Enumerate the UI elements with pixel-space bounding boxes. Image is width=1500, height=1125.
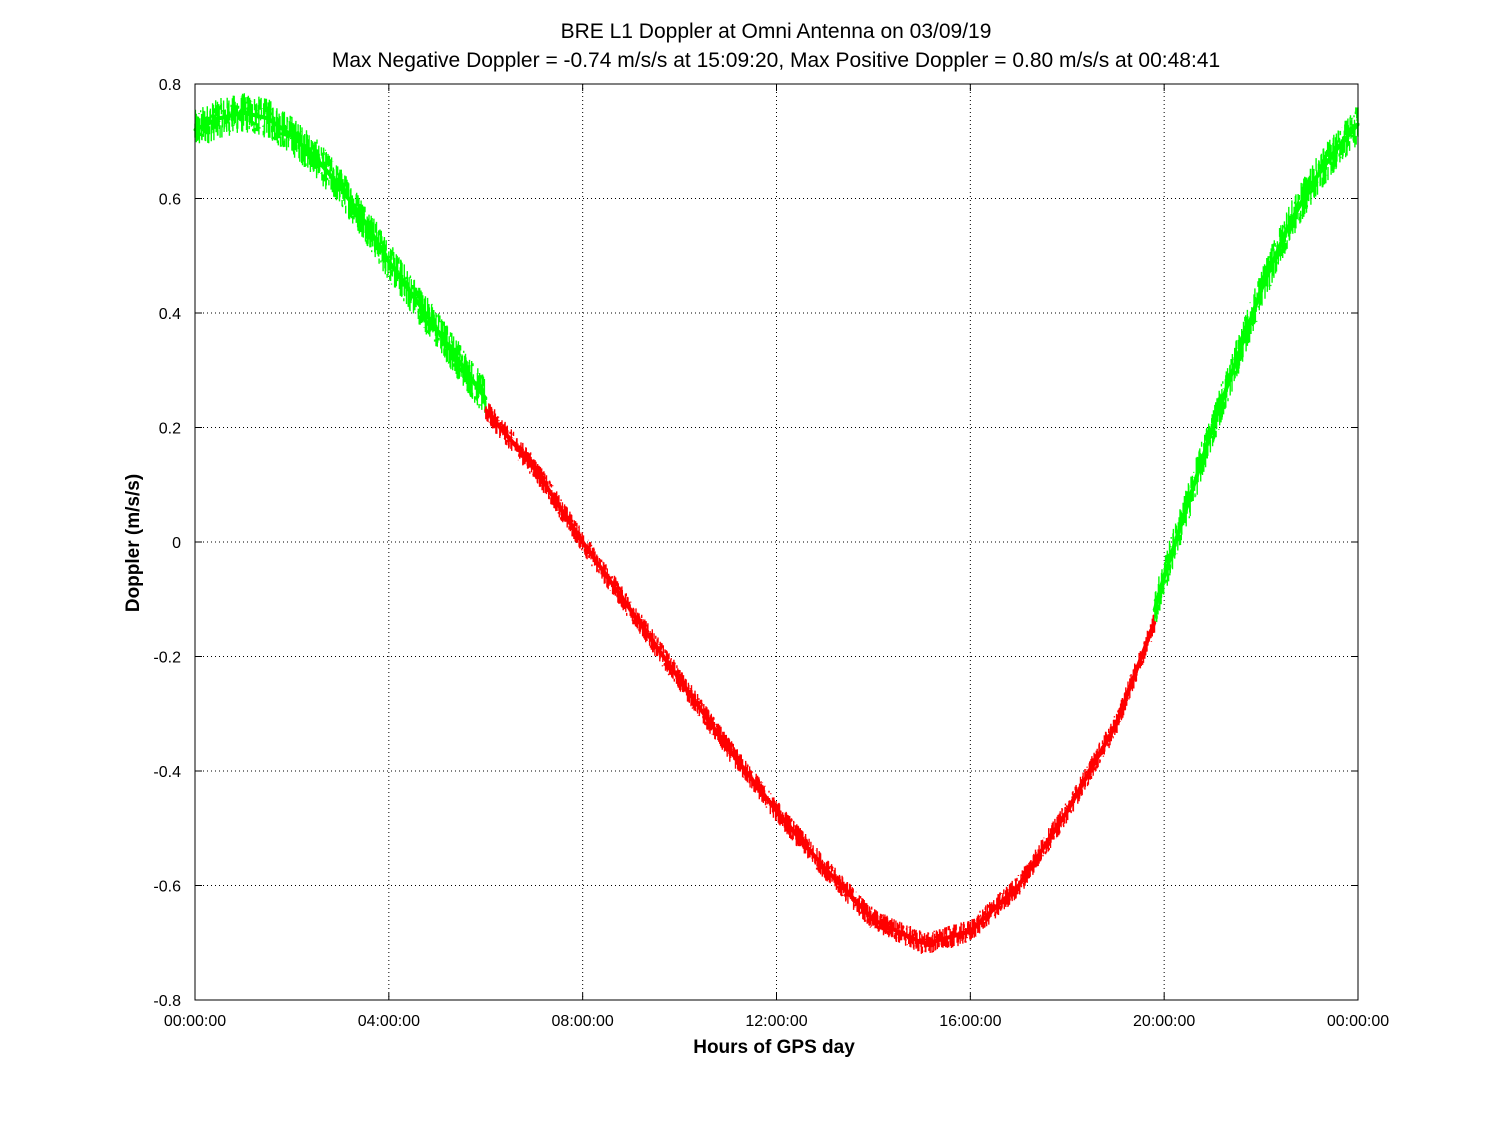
data-point [1065,809,1069,813]
chart-subtitle: Max Negative Doppler = -0.74 m/s/s at 15… [332,49,1220,72]
data-point [678,677,682,681]
data-point [532,466,536,470]
x-tick-label: 08:00:00 [552,1013,614,1030]
y-tick-label: 0 [172,535,181,552]
data-point [928,941,932,945]
data-point [387,260,391,263]
data-point [1114,723,1118,727]
y-tick-label: 0.4 [159,306,181,323]
data-point [1162,574,1166,578]
data-point [726,746,730,750]
data-point [1211,426,1215,429]
series-0 [193,93,488,413]
y-tick-label: 0.2 [159,421,181,438]
data-point [871,918,875,922]
chart-title: BRE L1 Doppler at Omni Antenna on 03/09/… [561,20,992,43]
series-band [194,93,487,413]
x-tick-label: 00:00:00 [1327,1013,1389,1030]
data-point [1153,609,1156,613]
data-point [1259,288,1263,292]
series-line [484,409,1157,945]
data-point [920,941,924,945]
data-point [411,294,415,298]
y-tick-label: -0.8 [153,993,181,1010]
x-axis-label: Hours of GPS day [693,1037,855,1058]
data-point [629,609,633,613]
data-point [1017,884,1021,887]
data-point [968,929,972,933]
series-line [194,110,488,401]
data-series [193,93,1360,954]
data-point [1186,500,1190,504]
data-point [1332,151,1336,155]
data-point [217,116,221,120]
data-point [338,185,342,189]
data-point [1153,620,1156,624]
y-tick-label: -0.4 [153,764,181,781]
data-point [363,219,367,223]
data-point [435,328,439,332]
x-tick-label: 20:00:00 [1133,1013,1195,1030]
data-point [1308,185,1311,189]
axis-ticks: 00:00:00 04:00:00 08:00:00 12:00:00 16:00:00… [153,77,1389,1030]
series-band [485,403,1156,954]
data-point [1235,357,1239,361]
data-point [242,111,245,115]
y-axis-label: Doppler (m/s/s) [123,474,144,612]
data-point [290,134,294,137]
series-band [1153,107,1359,623]
y-tick-label: -0.6 [153,879,181,896]
data-point [581,540,585,544]
x-tick-label: 04:00:00 [358,1013,420,1030]
data-point [314,156,318,160]
series-1 [484,403,1157,954]
x-tick-label: 12:00:00 [745,1013,807,1030]
series-line [1152,122,1360,612]
grid-lines [195,84,1358,1000]
data-point [484,408,488,412]
y-tick-label: -0.2 [153,650,181,667]
data-point [460,363,463,366]
y-tick-label: 0.6 [159,192,181,209]
series-2 [1152,107,1360,623]
data-point [1283,231,1287,235]
x-tick-label: 16:00:00 [939,1013,1001,1030]
data-point [775,809,778,813]
y-tick-label: 0.8 [159,77,181,94]
data-point [484,397,488,401]
data-point [823,866,827,870]
x-tick-label: 00:00:00 [164,1013,226,1030]
data-point [266,116,270,120]
